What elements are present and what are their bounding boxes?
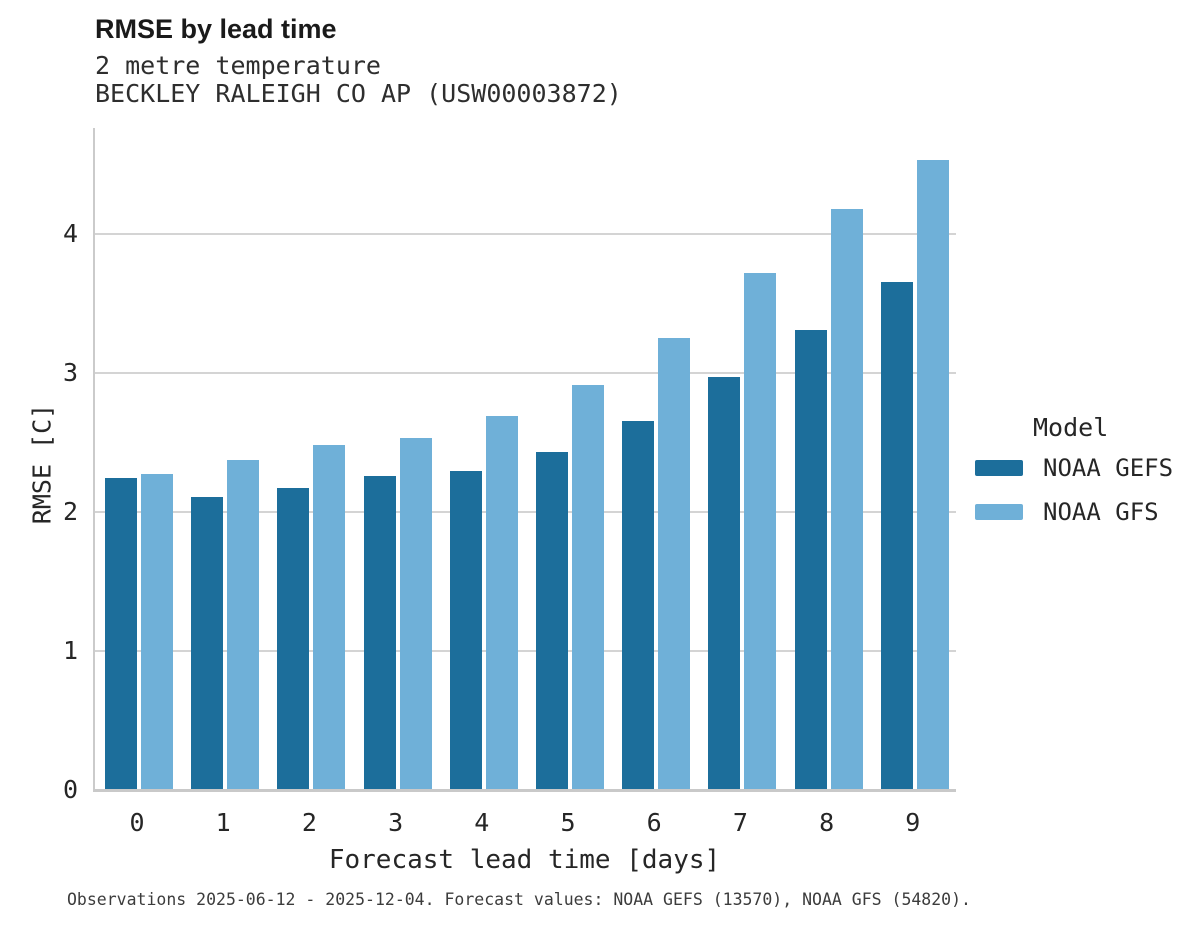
x-tick-label-7: 7 xyxy=(732,808,748,837)
gridline-y2 xyxy=(95,511,956,513)
x-tick-label-5: 5 xyxy=(560,808,576,837)
legend-swatch-gefs xyxy=(975,460,1023,476)
y-tick-label-0: 0 xyxy=(62,775,78,804)
bar-noaa-gefs-day-0 xyxy=(105,478,137,789)
bar-noaa-gefs-day-3 xyxy=(363,475,396,789)
bar-noaa-gefs-day-4 xyxy=(449,471,482,789)
plot-area xyxy=(93,128,956,792)
gridline-y1 xyxy=(95,650,956,652)
chart-title: RMSE by lead time xyxy=(95,14,337,44)
chart-subtitle-variable: 2 metre temperature xyxy=(95,51,381,80)
bar-noaa-gfs-day-6 xyxy=(658,338,691,789)
gridline-y3 xyxy=(95,372,956,374)
bar-noaa-gfs-day-7 xyxy=(744,272,777,789)
bar-noaa-gefs-day-7 xyxy=(708,376,741,789)
bar-noaa-gfs-day-9 xyxy=(916,160,949,789)
legend-item-gefs: NOAA GEFS xyxy=(975,454,1190,482)
bar-noaa-gefs-day-9 xyxy=(880,282,913,789)
y-tick-label-1: 1 xyxy=(62,636,78,665)
x-tick-label-1: 1 xyxy=(215,808,231,837)
footer-caption: Observations 2025-06-12 - 2025-12-04. Fo… xyxy=(67,890,971,909)
bar-noaa-gefs-day-5 xyxy=(536,452,568,789)
y-tick-label-4: 4 xyxy=(62,219,78,248)
x-tick-label-0: 0 xyxy=(129,808,145,837)
legend-title: Model xyxy=(1033,413,1109,442)
x-tick-label-6: 6 xyxy=(646,808,662,837)
gridline-y4 xyxy=(95,233,956,235)
bar-noaa-gfs-day-3 xyxy=(399,438,432,789)
bar-noaa-gfs-day-8 xyxy=(830,208,863,789)
x-tick-label-9: 9 xyxy=(905,808,921,837)
legend: Model NOAA GEFS NOAA GFS xyxy=(975,413,1190,542)
x-axis-title: Forecast lead time [days] xyxy=(328,845,721,875)
y-tick-label-2: 2 xyxy=(62,497,78,526)
bar-noaa-gfs-day-5 xyxy=(572,385,604,789)
legend-label-gfs: NOAA GFS xyxy=(1043,498,1159,526)
legend-label-gefs: NOAA GEFS xyxy=(1043,454,1174,482)
x-tick-label-8: 8 xyxy=(819,808,835,837)
legend-swatch-gfs xyxy=(975,504,1023,520)
bar-noaa-gefs-day-2 xyxy=(277,488,310,789)
legend-item-gfs: NOAA GFS xyxy=(975,498,1190,526)
bar-noaa-gefs-day-8 xyxy=(794,329,827,789)
bar-noaa-gfs-day-2 xyxy=(313,445,346,789)
x-tick-label-3: 3 xyxy=(388,808,404,837)
bar-noaa-gfs-day-0 xyxy=(141,474,173,789)
chart-subtitle-station: BECKLEY RALEIGH CO AP (USW00003872) xyxy=(95,79,622,108)
x-tick-label-2: 2 xyxy=(301,808,317,837)
x-tick-label-4: 4 xyxy=(474,808,490,837)
y-tick-label-3: 3 xyxy=(62,358,78,387)
bar-noaa-gefs-day-1 xyxy=(191,496,224,789)
bar-noaa-gefs-day-6 xyxy=(622,421,655,789)
bar-noaa-gfs-day-4 xyxy=(485,415,518,789)
bar-noaa-gfs-day-1 xyxy=(227,460,260,789)
